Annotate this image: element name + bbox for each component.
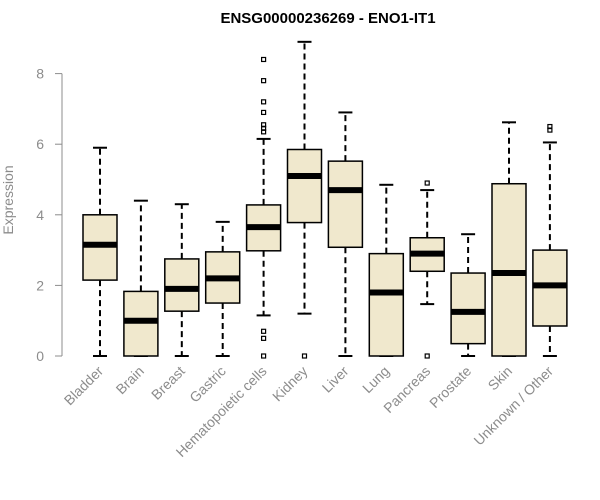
- x-tick-label: Bladder: [61, 363, 107, 409]
- outlier-point: [424, 353, 430, 359]
- iqr-box: [450, 272, 486, 345]
- y-axis: 0 2 4 6 8: [36, 66, 63, 364]
- outlier-point: [261, 122, 267, 128]
- x-tick-label: Kidney: [269, 363, 311, 405]
- x-tick-label: Prostate: [426, 363, 474, 411]
- chart-title: ENSG00000236269 - ENO1-IT1: [220, 10, 435, 27]
- box-hematopoietic-cells: [245, 56, 282, 359]
- iqr-box: [123, 290, 159, 357]
- y-tick-label: 6: [36, 136, 44, 152]
- box-skin: [491, 121, 527, 357]
- box-pancreas: [409, 180, 445, 359]
- iqr-box: [368, 252, 405, 357]
- outlier-point: [424, 180, 430, 186]
- box-breast: [164, 203, 200, 357]
- y-tick-label: 2: [36, 277, 44, 293]
- y-tick-label: 0: [36, 348, 44, 364]
- x-tick-label: Brain: [113, 363, 147, 397]
- box-prostate: [450, 233, 486, 357]
- x-tick-label: Breast: [148, 363, 188, 403]
- outlier-point: [547, 123, 553, 130]
- outlier-point: [261, 328, 267, 334]
- y-tick-label: 4: [36, 207, 44, 223]
- box-lung: [368, 183, 405, 357]
- outlier-point: [261, 335, 267, 341]
- box-bladder: [82, 146, 118, 357]
- iqr-box: [286, 148, 323, 224]
- box-unknown-other: [532, 123, 568, 357]
- box-kidney: [286, 40, 323, 359]
- y-tick-label: 8: [36, 66, 44, 82]
- outlier-point: [261, 109, 267, 116]
- box-liver: [327, 111, 364, 357]
- y-axis-label: Expression: [0, 165, 16, 234]
- outlier-point: [261, 353, 267, 359]
- iqr-box: [491, 182, 527, 357]
- outlier-point: [261, 56, 267, 63]
- box-brain: [123, 199, 159, 357]
- iqr-box: [164, 258, 200, 312]
- x-tick-label: Liver: [319, 363, 352, 396]
- outlier-point: [261, 99, 267, 105]
- outlier-point: [301, 353, 308, 359]
- iqr-box: [327, 160, 364, 249]
- x-tick-label: Lung: [359, 363, 392, 396]
- outlier-point: [261, 78, 267, 84]
- x-tick-label: Skin: [485, 363, 516, 394]
- boxes: [82, 40, 568, 359]
- box-gastric: [204, 220, 241, 357]
